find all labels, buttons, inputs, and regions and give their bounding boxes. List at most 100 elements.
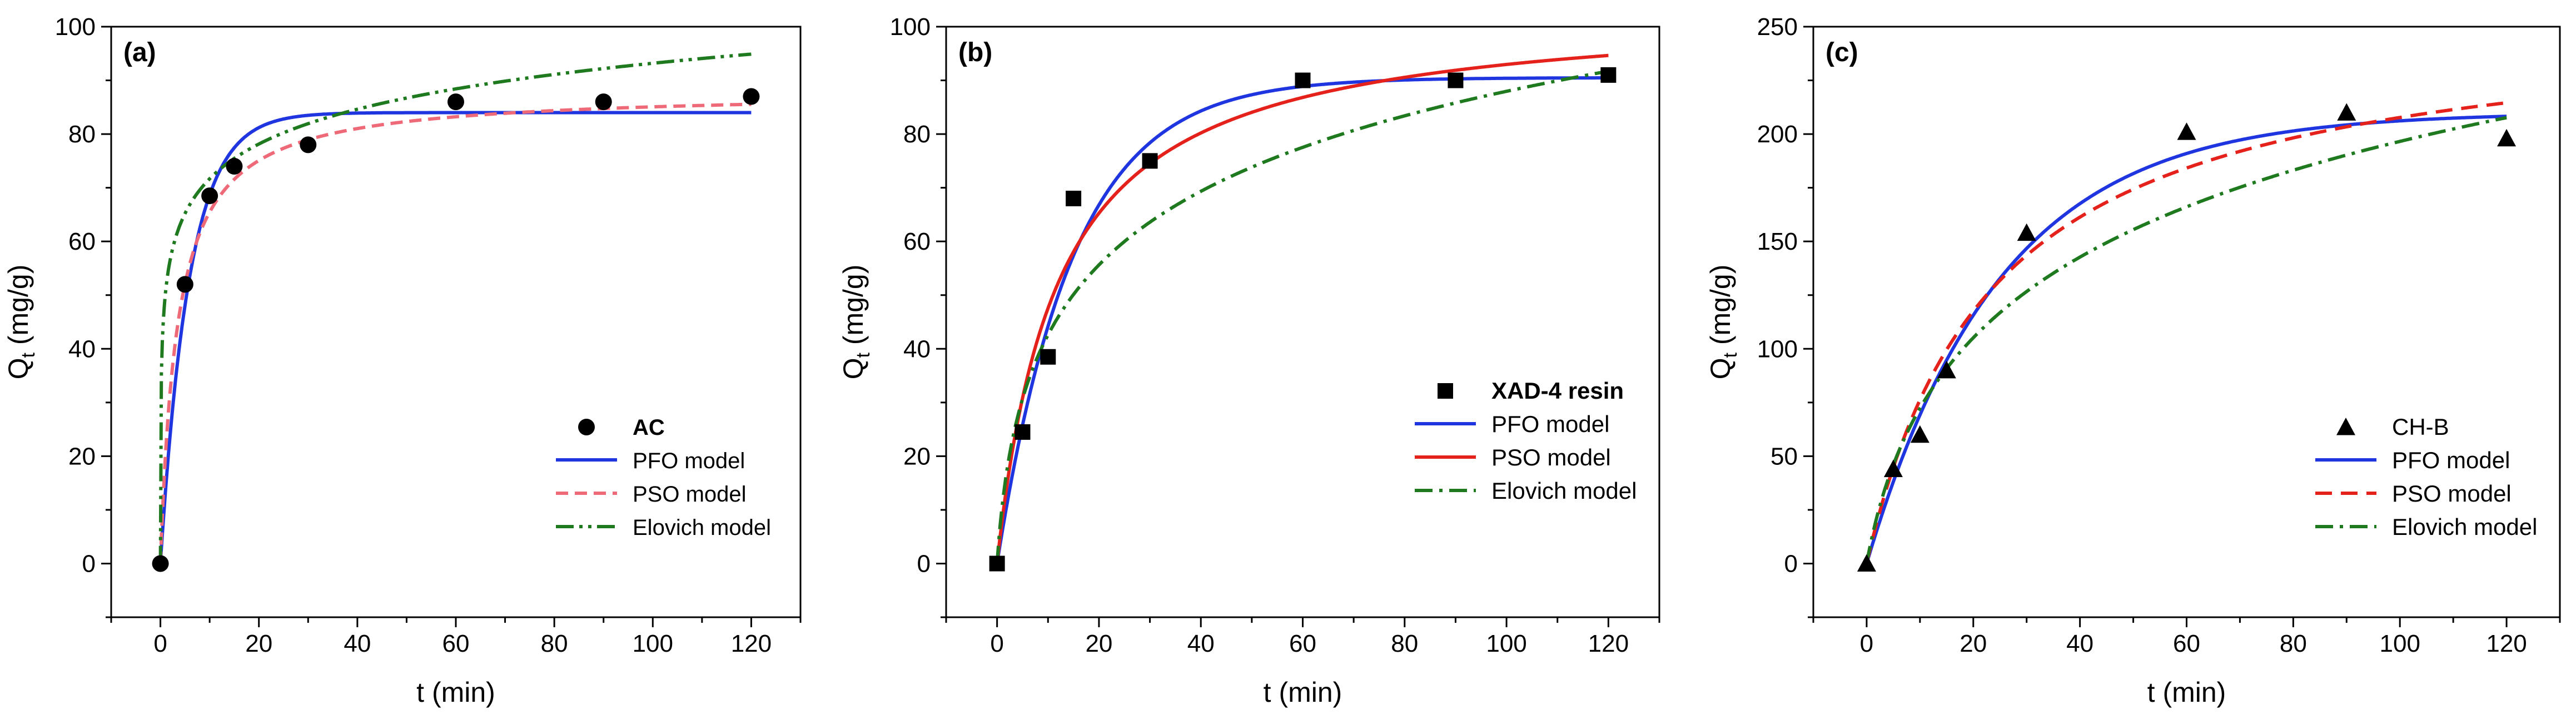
data-point <box>300 136 317 153</box>
plot-frame <box>945 26 1660 618</box>
legend-marker <box>1438 383 1453 399</box>
data-point <box>1937 360 1956 379</box>
legend-label: Elovich model <box>1491 478 1637 504</box>
x-tick-label: 60 <box>1289 630 1316 657</box>
data-point <box>2337 103 2356 121</box>
legend: XAD-4 resin PFO model PSO model Elovich mod… <box>1415 378 1637 504</box>
chart-panel-3: 0 20 40 60 80 100 120 0 50 100 150 200 250 t (min) Qt … <box>1705 13 2561 708</box>
x-axis-label: t (min) <box>416 677 495 708</box>
pso-curve <box>995 53 1609 564</box>
data-point <box>1910 425 1929 443</box>
chart-panel-1: 0 20 40 60 80 100 120 0 20 40 60 80 100 t (min) Qt (mg… <box>3 13 802 708</box>
x-tick-label: 0 <box>990 630 1003 657</box>
y-tick-label: 100 <box>890 13 931 41</box>
y-tick-label: 250 <box>1757 13 1798 41</box>
x-tick-label: 100 <box>2380 630 2420 657</box>
y-tick-label: 0 <box>917 550 931 577</box>
elovich-curve <box>995 70 1609 564</box>
data-point <box>1066 190 1082 206</box>
data-point <box>2177 122 2196 140</box>
x-tick-label: 80 <box>541 630 568 657</box>
x-tick-label: 20 <box>1960 630 1987 657</box>
data-point <box>1015 424 1031 440</box>
legend: CH-B PFO model PSO model Elovich model <box>2315 414 2537 540</box>
pso-curve <box>158 102 752 564</box>
data-point <box>1448 72 1464 88</box>
data-point <box>1040 349 1056 365</box>
legend-label: PSO model <box>633 482 747 507</box>
y-tick-label: 80 <box>903 121 931 148</box>
chart-panel-2: 0 20 40 60 80 100 120 0 20 40 60 80 100 t (min) Qt (mg… <box>838 13 1660 708</box>
legend-label: PFO model <box>1491 411 1609 437</box>
y-tick-label: 40 <box>68 335 96 363</box>
legend-marker <box>2336 418 2355 435</box>
legend-label: PSO model <box>1491 444 1611 470</box>
data-point <box>595 93 612 111</box>
x-tick-label: 0 <box>153 630 167 657</box>
data-point <box>1142 153 1158 169</box>
elovich-curve <box>158 52 752 564</box>
data-point <box>989 556 1005 572</box>
legend-label: PFO model <box>633 449 745 473</box>
x-tick-label: 100 <box>1486 630 1526 657</box>
x-tick-label: 40 <box>1187 630 1215 657</box>
legend-label: CH-B <box>2392 414 2449 440</box>
y-axis-label: Qt (mg/g) <box>1705 265 1741 380</box>
pso-curve <box>1864 101 2507 564</box>
y-tick-label: 200 <box>1757 121 1798 148</box>
y-tick-label: 60 <box>68 228 96 255</box>
data-point <box>152 555 169 572</box>
data-point <box>2497 128 2517 147</box>
y-tick-label: 0 <box>82 550 96 577</box>
y-tick-label: 40 <box>903 335 931 363</box>
legend-label: AC <box>633 415 665 440</box>
x-tick-label: 60 <box>2173 630 2200 657</box>
data-point <box>1857 554 1876 572</box>
data-point <box>447 93 464 111</box>
y-tick-label: 80 <box>68 121 96 148</box>
y-tick-label: 20 <box>903 443 931 470</box>
y-tick-label: 150 <box>1757 228 1798 255</box>
data-point <box>743 88 760 105</box>
legend-label: Elovich model <box>633 515 771 540</box>
y-tick-label: 100 <box>55 13 96 41</box>
y-tick-label: 0 <box>1784 550 1798 577</box>
elovich-curve <box>1864 116 2507 564</box>
panel-label: (a) <box>123 38 156 67</box>
x-tick-label: 120 <box>731 630 772 657</box>
data-point <box>226 158 243 175</box>
x-tick-label: 20 <box>245 630 272 657</box>
x-tick-label: 100 <box>633 630 673 657</box>
legend: AC PFO model PSO model Elovich model <box>556 415 771 540</box>
x-tick-label: 0 <box>1860 630 1873 657</box>
data-point <box>176 276 193 293</box>
x-axis-label: t (min) <box>2147 677 2226 708</box>
x-tick-label: 20 <box>1085 630 1112 657</box>
y-tick-label: 100 <box>1757 335 1798 363</box>
x-tick-label: 40 <box>2066 630 2093 657</box>
x-tick-label: 120 <box>1588 630 1629 657</box>
legend-label: PSO model <box>2392 480 2512 507</box>
x-tick-label: 40 <box>344 630 371 657</box>
y-tick-label: 60 <box>903 228 931 255</box>
y-tick-label: 50 <box>1771 443 1798 470</box>
data-point <box>1883 459 1903 477</box>
x-tick-label: 80 <box>1391 630 1418 657</box>
legend-label: Elovich model <box>2392 514 2537 540</box>
pfo-curve <box>1865 115 2507 564</box>
x-tick-label: 80 <box>2280 630 2307 657</box>
panel-label: (b) <box>958 38 992 67</box>
y-axis-label: Qt (mg/g) <box>838 265 874 380</box>
x-tick-label: 60 <box>442 630 470 657</box>
data-point <box>1295 72 1311 88</box>
data-point <box>2017 223 2036 241</box>
data-point <box>1600 67 1617 83</box>
panel-label: (c) <box>1826 38 1858 67</box>
legend-label: XAD-4 resin <box>1491 378 1624 404</box>
data-point <box>201 187 218 205</box>
y-axis-label: Qt (mg/g) <box>3 265 39 380</box>
x-tick-label: 120 <box>2486 630 2527 657</box>
y-tick-label: 20 <box>68 443 96 470</box>
legend-marker <box>578 419 595 435</box>
